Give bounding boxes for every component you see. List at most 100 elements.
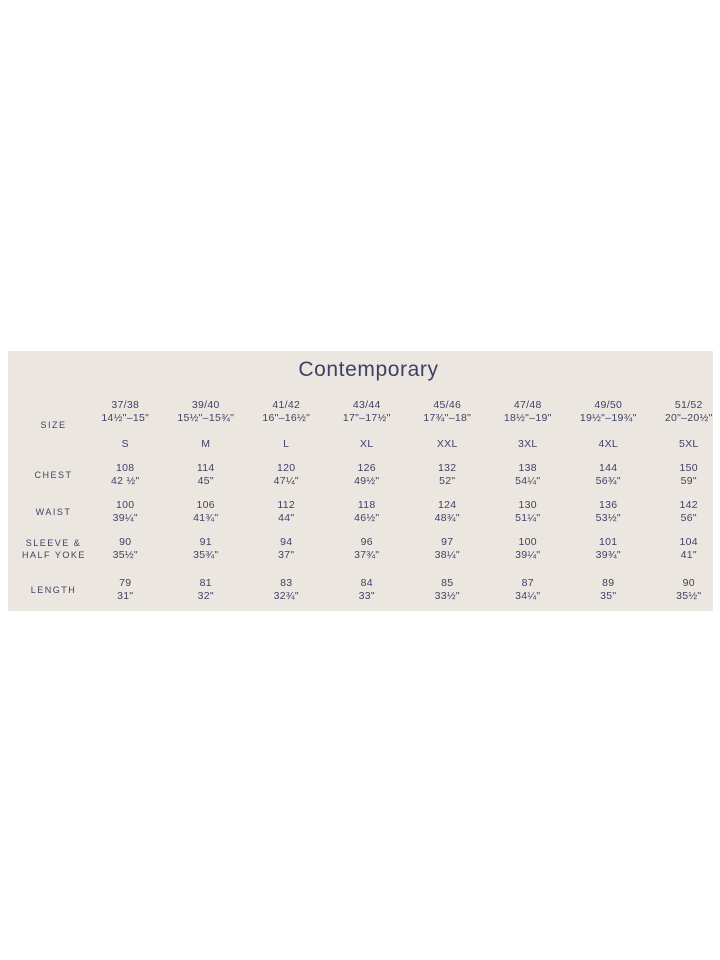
measurement-cell: 112 44" bbox=[246, 499, 327, 525]
inch-value: 47¼" bbox=[273, 475, 299, 487]
inch-value: 41" bbox=[680, 549, 697, 561]
waist-row: WAIST 100 39¼" 106 41¾" 112 44" 118 46½"… bbox=[8, 499, 713, 525]
sleeve-row: SLEEVE & HALF YOKE 90 35½" 91 35¾" 94 37… bbox=[8, 536, 713, 562]
measurement-cell: 124 48¾" bbox=[407, 499, 488, 525]
row-label-chest: CHEST bbox=[34, 470, 73, 480]
measurement-cell: 106 41¾" bbox=[166, 499, 247, 525]
cm-value: 142 bbox=[679, 499, 698, 511]
inch-value: 39¼" bbox=[112, 512, 138, 524]
size-column: 37/38 14½"–15" S bbox=[85, 399, 166, 451]
size-letter: XL bbox=[360, 438, 374, 450]
measurement-cell: 126 49½" bbox=[327, 462, 408, 488]
inch-value: 48¾" bbox=[434, 512, 460, 524]
cm-value: 83 bbox=[280, 577, 293, 589]
size-letter: 5XL bbox=[678, 438, 699, 450]
measurement-cell: 114 45" bbox=[166, 462, 247, 488]
measurement-cell: 83 32¾" bbox=[246, 577, 327, 603]
measurement-cell: 136 53½" bbox=[568, 499, 649, 525]
inch-value: 49½" bbox=[354, 475, 380, 487]
size-column: 41/42 16"–16½" L bbox=[246, 399, 327, 451]
collar-size: 47/48 bbox=[513, 399, 542, 411]
cm-value: 120 bbox=[277, 462, 296, 474]
cm-value: 138 bbox=[518, 462, 537, 474]
collar-inches: 16"–16½" bbox=[262, 412, 311, 424]
size-letter: M bbox=[201, 438, 211, 450]
measurement-cell: 142 56" bbox=[649, 499, 714, 525]
cm-value: 96 bbox=[360, 536, 373, 548]
measurement-cell: 108 42 ½" bbox=[85, 462, 166, 488]
measurement-cell: 91 35¾" bbox=[166, 536, 247, 562]
cm-value: 94 bbox=[280, 536, 293, 548]
measurement-cell: 104 41" bbox=[649, 536, 714, 562]
inch-value: 35½" bbox=[676, 590, 702, 602]
inch-value: 35½" bbox=[112, 549, 138, 561]
cm-value: 108 bbox=[116, 462, 135, 474]
measurement-cell: 84 33" bbox=[327, 577, 408, 603]
measurement-cell: 94 37" bbox=[246, 536, 327, 562]
cm-value: 90 bbox=[119, 536, 132, 548]
cm-value: 144 bbox=[599, 462, 618, 474]
collar-inches: 17"–17½" bbox=[342, 412, 391, 424]
collar-inches: 15½"–15¾" bbox=[177, 412, 235, 424]
collar-inches: 19½"–19¾" bbox=[579, 412, 637, 424]
measurement-cell: 100 39¼" bbox=[488, 536, 569, 562]
measurement-cell: 97 38¼" bbox=[407, 536, 488, 562]
sleeve-label-line1: SLEEVE & bbox=[25, 538, 82, 548]
inch-value: 33½" bbox=[434, 590, 460, 602]
cm-value: 97 bbox=[441, 536, 454, 548]
inch-value: 42 ½" bbox=[110, 475, 140, 487]
measurement-cell: 85 33½" bbox=[407, 577, 488, 603]
length-row: LENGTH 79 31" 81 32" 83 32¾" 84 33" 85 3… bbox=[8, 577, 713, 603]
measurement-cell: 79 31" bbox=[85, 577, 166, 603]
chart-title: Contemporary bbox=[298, 358, 439, 381]
size-header-row: SIZE 37/38 14½"–15" S 39/40 15½"–15¾" M … bbox=[8, 399, 713, 451]
cm-value: 89 bbox=[602, 577, 615, 589]
measurement-cell: 120 47¼" bbox=[246, 462, 327, 488]
cm-value: 114 bbox=[196, 462, 215, 474]
cm-value: 100 bbox=[116, 499, 135, 511]
size-chart-panel: Contemporary SIZE 37/38 14½"–15" S 39/40… bbox=[8, 351, 713, 611]
row-label-sleeve: SLEEVE & HALF YOKE bbox=[8, 537, 85, 561]
cm-value: 104 bbox=[679, 536, 698, 548]
cm-value: 90 bbox=[682, 577, 695, 589]
size-column: 47/48 18½"–19" 3XL bbox=[488, 399, 569, 451]
measurement-cell: 87 34¼" bbox=[488, 577, 569, 603]
measurement-cell: 150 59" bbox=[649, 462, 714, 488]
inch-value: 56¾" bbox=[595, 475, 621, 487]
measurement-cell: 118 46½" bbox=[327, 499, 408, 525]
size-column: 51/52 20"–20½" 5XL bbox=[649, 399, 714, 451]
collar-inches: 18½"–19" bbox=[503, 412, 552, 424]
cm-value: 84 bbox=[360, 577, 373, 589]
inch-value: 37¾" bbox=[354, 549, 380, 561]
cm-value: 112 bbox=[277, 499, 296, 511]
cm-value: 118 bbox=[357, 499, 376, 511]
inch-value: 35¾" bbox=[193, 549, 219, 561]
cm-value: 126 bbox=[357, 462, 376, 474]
chest-row: CHEST 108 42 ½" 114 45" 120 47¼" 126 49½… bbox=[8, 462, 713, 488]
collar-inches: 17¾"–18" bbox=[423, 412, 472, 424]
inch-value: 56" bbox=[680, 512, 697, 524]
inch-value: 35" bbox=[600, 590, 617, 602]
size-column: 45/46 17¾"–18" XXL bbox=[407, 399, 488, 451]
inch-value: 38¼" bbox=[434, 549, 460, 561]
cm-value: 81 bbox=[199, 577, 212, 589]
measurement-cell: 144 56¾" bbox=[568, 462, 649, 488]
inch-value: 59" bbox=[680, 475, 697, 487]
cm-value: 91 bbox=[199, 536, 212, 548]
measurement-cell: 100 39¼" bbox=[85, 499, 166, 525]
collar-inches: 20"–20½" bbox=[664, 412, 713, 424]
cm-value: 124 bbox=[438, 499, 457, 511]
measurement-cell: 101 39¾" bbox=[568, 536, 649, 562]
size-column: 39/40 15½"–15¾" M bbox=[166, 399, 247, 451]
size-letter: 4XL bbox=[598, 438, 619, 450]
inch-value: 39¾" bbox=[595, 549, 621, 561]
cm-value: 100 bbox=[518, 536, 537, 548]
cm-value: 79 bbox=[119, 577, 132, 589]
measurement-cell: 130 51¼" bbox=[488, 499, 569, 525]
measurement-cell: 90 35½" bbox=[85, 536, 166, 562]
inch-value: 34¼" bbox=[515, 590, 541, 602]
inch-value: 37" bbox=[278, 549, 295, 561]
measurement-cell: 96 37¾" bbox=[327, 536, 408, 562]
cm-value: 150 bbox=[679, 462, 698, 474]
